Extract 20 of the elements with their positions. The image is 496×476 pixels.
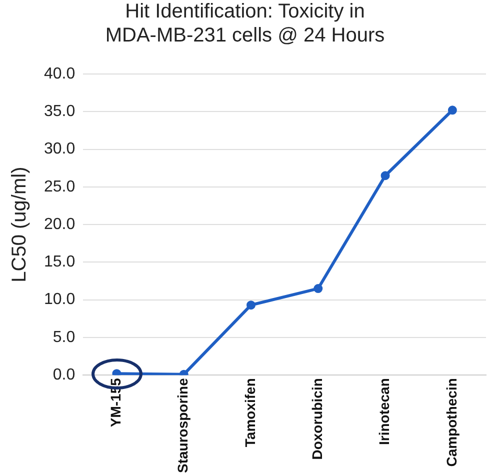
- y-tick-label: 30.0: [44, 140, 76, 158]
- y-tick-label: 25.0: [44, 178, 76, 196]
- y-tick-label: 0.0: [52, 366, 76, 384]
- x-tick-label: Staurosporine: [174, 378, 191, 474]
- x-tick-label: Tamoxifen: [242, 378, 258, 448]
- y-tick-label: 5.0: [52, 328, 76, 346]
- y-axis-title: LC50 (ug/ml): [8, 166, 31, 282]
- point: [246, 300, 256, 310]
- y-tick-label: 10.0: [44, 291, 76, 308]
- x-tick-label: Doxorubicin: [309, 378, 325, 460]
- y-tick-label: 20.0: [44, 216, 76, 233]
- y-tick-label: 15.0: [44, 254, 76, 271]
- point: [448, 106, 457, 115]
- point: [380, 171, 390, 180]
- chart-title: Hit Identification: Toxicity in MDA-MB-231 cells @ 24 Hours: [105, 0, 385, 47]
- y-tick-label: 35.0: [44, 103, 76, 120]
- point: [314, 284, 323, 294]
- y-tick-label: 40.0: [44, 65, 76, 82]
- x-tick-label: Campothecin: [443, 378, 460, 467]
- x-tick-label: Irinotecan: [376, 378, 392, 446]
